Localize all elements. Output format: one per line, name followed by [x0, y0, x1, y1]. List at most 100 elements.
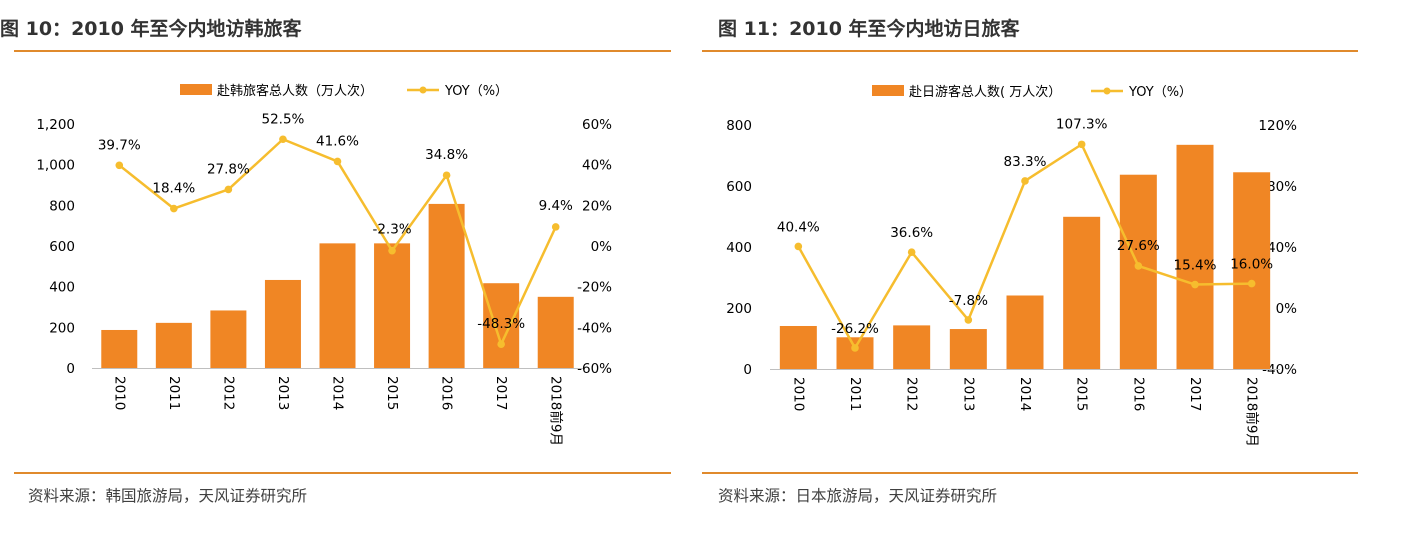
- y-left-tick-label: 800: [49, 198, 75, 214]
- x-tick-label: 2010: [111, 376, 127, 410]
- legend-line-label: YOY（%）: [1128, 85, 1192, 100]
- yoy-point-2010: [115, 161, 124, 170]
- y-right-tick-label: 80%: [1267, 179, 1297, 195]
- figure-11-source: 资料来源：日本旅游局，天风证券研究所: [718, 487, 998, 505]
- bar-2013: [949, 329, 987, 369]
- bar-2016: [1119, 174, 1157, 369]
- yoy-data-label: 27.8%: [207, 161, 250, 177]
- x-tick-label: 2017: [1187, 377, 1203, 411]
- y-left-tick-label: 600: [49, 239, 75, 255]
- yoy-point-2017: [497, 340, 505, 349]
- x-tick-label: 2012: [220, 376, 236, 410]
- figure-10-title: 图 10：2010 年至今内地访韩旅客: [0, 18, 302, 40]
- bar-2016: [428, 203, 465, 368]
- y-right-tick-label: 40%: [582, 158, 612, 174]
- y-left-tick-label: 800: [726, 118, 752, 134]
- yoy-data-label: -48.3%: [477, 316, 525, 332]
- figure-11-panel: 图 11：2010 年至今内地访日旅客 赴日游客总人数( 万人次） YOY（%） 0…: [700, 0, 1418, 543]
- figure-10-source: 资料来源：韩国旅游局，天风证券研究所: [28, 487, 308, 505]
- bar-2014: [319, 243, 356, 368]
- yoy-point-2013: [964, 316, 973, 324]
- y-right-tick-label: 60%: [582, 117, 612, 133]
- yoy-data-label: 41.6%: [316, 133, 359, 149]
- bar-2012: [210, 310, 247, 368]
- figure-11-bottom-rule: [702, 472, 1358, 474]
- bar-2010: [101, 329, 138, 368]
- yoy-point-2018前9月: [1247, 279, 1256, 288]
- y-left-tick-label: 1,000: [36, 158, 75, 174]
- y-left-tick-label: 400: [726, 240, 752, 256]
- x-tick-label: 2018前9月: [548, 376, 565, 446]
- y-left-tick-label: 200: [49, 320, 75, 336]
- figure-10-top-rule: [14, 50, 671, 52]
- yoy-point-2018前9月: [551, 223, 560, 231]
- yoy-point-2016: [1134, 262, 1143, 270]
- x-tick-label: 2014: [1017, 377, 1033, 411]
- x-tick-label: 2018前9月: [1244, 377, 1261, 447]
- bar-2013: [264, 279, 301, 368]
- bar-2018前9月: [1233, 172, 1271, 369]
- bar-2012: [893, 325, 931, 369]
- yoy-data-label: -26.2%: [831, 321, 879, 337]
- yoy-point-2015: [1077, 140, 1086, 149]
- yoy-data-label: 34.8%: [425, 147, 468, 163]
- figure-10-bottom-rule: [14, 472, 671, 474]
- y-left-tick-label: 0: [743, 362, 752, 378]
- y-right-tick-label: 40%: [1267, 240, 1297, 256]
- legend-line-marker: [419, 86, 427, 94]
- y-left-tick-label: 1,200: [36, 117, 75, 133]
- yoy-point-2011: [170, 204, 178, 213]
- yoy-data-label: 36.6%: [890, 225, 933, 241]
- x-tick-label: 2014: [330, 376, 346, 410]
- y-right-tick-label: -20%: [577, 280, 612, 296]
- bar-2010: [779, 325, 817, 369]
- legend-line-marker: [1103, 87, 1111, 95]
- yoy-point-2011: [851, 344, 859, 352]
- x-tick-label: 2011: [166, 376, 182, 410]
- y-right-tick-label: 0%: [591, 239, 613, 255]
- yoy-data-label: 16.0%: [1230, 257, 1273, 273]
- legend-bar-swatch: [180, 84, 212, 95]
- y-left-tick-label: 200: [726, 301, 752, 317]
- yoy-point-2012: [224, 185, 233, 194]
- y-left-tick-label: 400: [49, 280, 75, 296]
- y-right-tick-label: 0%: [1276, 301, 1298, 317]
- y-right-tick-label: 120%: [1258, 118, 1297, 134]
- yoy-point-2017: [1191, 280, 1199, 289]
- figure-11-title: 图 11：2010 年至今内地访日旅客: [718, 18, 1020, 40]
- yoy-data-label: 18.4%: [152, 181, 195, 197]
- legend-bar-label: 赴韩旅客总人数（万人次）: [217, 83, 373, 99]
- yoy-point-2014: [333, 157, 342, 166]
- legend-line-label: YOY（%）: [444, 84, 508, 99]
- yoy-data-label: -7.8%: [949, 293, 988, 309]
- yoy-data-label: 52.5%: [261, 111, 304, 127]
- x-tick-label: 2015: [384, 376, 400, 410]
- yoy-point-2014: [1021, 177, 1029, 185]
- yoy-point-2013: [279, 135, 287, 144]
- y-left-tick-label: 600: [726, 179, 752, 195]
- bar-2018前9月: [537, 296, 574, 368]
- x-tick-label: 2013: [960, 377, 976, 411]
- x-tick-label: 2017: [493, 376, 509, 410]
- y-right-tick-label: -60%: [577, 361, 612, 377]
- x-tick-label: 2013: [275, 376, 291, 410]
- yoy-data-label: 107.3%: [1056, 116, 1108, 132]
- bar-2014: [1006, 295, 1044, 369]
- figure-11-chart: 赴日游客总人数( 万人次） YOY（%）0200400600800-40%0%40…: [726, 84, 1298, 447]
- legend-bar-swatch: [872, 85, 904, 96]
- x-tick-label: 2016: [439, 376, 455, 410]
- y-right-tick-label: -40%: [577, 320, 612, 336]
- figure-10-chart: 赴韩旅客总人数（万人次） YOY（%） 0 200 400 600 800 1,000 1,20…: [36, 83, 613, 446]
- figure-10-panel: 图 10：2010 年至今内地访韩旅客 赴韩旅客总人数（万人次） YOY（%） 0 2…: [0, 0, 690, 543]
- bar-2011: [836, 337, 874, 369]
- yoy-point-2016: [442, 171, 451, 180]
- figure-11-top-rule: [702, 50, 1358, 52]
- yoy-data-label: 15.4%: [1174, 258, 1217, 274]
- yoy-data-label: 39.7%: [98, 137, 141, 153]
- yoy-data-label: 27.6%: [1117, 238, 1160, 254]
- bar-2015: [1063, 216, 1101, 369]
- bar-2011: [155, 322, 192, 368]
- bar-2017: [1176, 144, 1214, 369]
- yoy-point-2012: [907, 248, 916, 256]
- yoy-data-label: -2.3%: [372, 222, 411, 238]
